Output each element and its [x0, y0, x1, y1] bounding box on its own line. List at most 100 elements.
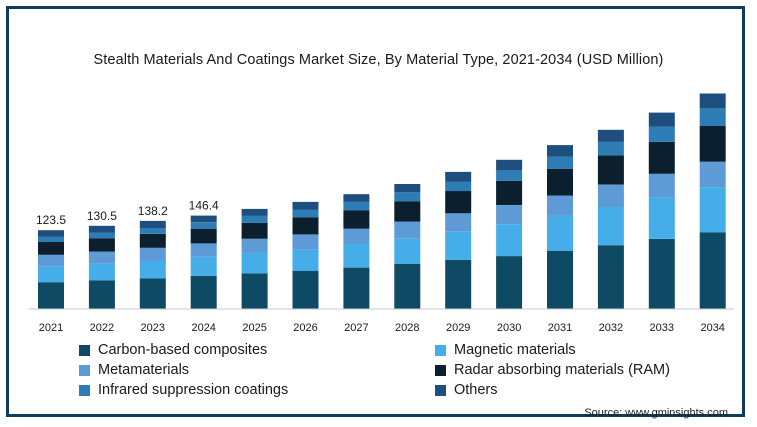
bar-segment-2031-infrared-suppression-coatings [547, 156, 573, 169]
bar-segment-2024-infrared-suppression-coatings [190, 222, 217, 229]
bar-segment-2026-radar-absorbing-materials-ram [292, 217, 319, 235]
bar-segment-2024-metamaterials [190, 243, 217, 257]
bar-segment-2031-metamaterials [547, 195, 573, 216]
bar-segment-2026-carbon-based-composites [292, 270, 319, 309]
bar-segment-2029-others [445, 171, 472, 182]
bar-segment-2029-metamaterials [445, 213, 472, 232]
bar-segment-2022-radar-absorbing-materials-ram [88, 238, 115, 252]
bar-segment-2031-radar-absorbing-materials-ram [547, 168, 573, 196]
bar-segment-2032-metamaterials [597, 184, 624, 207]
bar-segment-2030-others [496, 159, 523, 170]
bar-segment-2023-magnetic-materials [139, 260, 166, 279]
bar-segment-2025-infrared-suppression-coatings [241, 215, 268, 223]
legend-label: Others [454, 382, 498, 398]
chart-frame: Stealth Materials And Coatings Market Si… [6, 6, 745, 419]
source-note: Source: www.gminsights.com [584, 407, 728, 419]
bar-segment-2021-others [38, 230, 64, 237]
bar-segment-2027-radar-absorbing-materials-ram [343, 210, 370, 229]
bar-segment-2022-metamaterials [88, 251, 115, 264]
bar-segment-2028-others [394, 184, 421, 193]
bar-segment-2027-magnetic-materials [343, 244, 370, 268]
bar-total-label: 146.4 [189, 199, 219, 213]
legend-swatch [79, 384, 90, 396]
x-tick-label: 2025 [242, 322, 266, 334]
legend-label: Infrared suppression coatings [98, 382, 289, 398]
bar-segment-2023-metamaterials [139, 247, 166, 261]
legend-swatch [435, 364, 446, 376]
x-tick-label: 2023 [141, 322, 165, 334]
legend-label: Carbon-based composites [98, 342, 268, 358]
bar-segment-2032-infrared-suppression-coatings [597, 141, 624, 156]
x-tick-label: 2021 [39, 322, 63, 334]
bar-segment-2025-carbon-based-composites [241, 273, 268, 309]
x-tick-label: 2029 [446, 322, 470, 334]
legend-item-radar-absorbing-materials: Radar absorbing materials (RAM) [435, 362, 670, 378]
bar-segment-2033-infrared-suppression-coatings [648, 126, 675, 142]
bar-segment-2027-others [343, 194, 370, 202]
legend-item-metamaterials: Metamaterials [79, 362, 189, 378]
bar-segment-2021-infrared-suppression-coatings [38, 236, 64, 242]
bar-segment-2026-magnetic-materials [292, 249, 319, 271]
legend-swatch [79, 344, 90, 356]
bar-total-label: 138.2 [138, 204, 168, 218]
bar-segment-2028-metamaterials [394, 221, 421, 239]
stacked-bar-chart: 2021 2022 2023 2024 2025 2026 2027 2028 2029 2030… [29, 93, 734, 334]
legend-label: Magnetic materials [454, 342, 576, 358]
bar-segment-2024-magnetic-materials [190, 256, 217, 276]
bar-segment-2024-radar-absorbing-materials-ram [190, 228, 217, 244]
bar-segment-2026-metamaterials [292, 234, 319, 250]
legend-item-carbon-based-composites: Carbon-based composites [79, 342, 267, 358]
bar-segment-2021-metamaterials [38, 254, 64, 267]
bar-segment-2033-others [648, 112, 675, 127]
legend-item-infrared-suppression-coatings: Infrared suppression coatings [79, 382, 288, 398]
bar-segment-2033-carbon-based-composites [648, 238, 675, 309]
bar-segment-2028-radar-absorbing-materials-ram [394, 201, 421, 222]
bar-segment-2030-carbon-based-composites [496, 256, 523, 309]
bar-segment-2022-infrared-suppression-coatings [88, 232, 115, 239]
bar-segment-2031-others [547, 145, 573, 157]
bar-segment-2022-carbon-based-composites [88, 280, 115, 309]
x-tick-label: 2027 [344, 322, 368, 334]
bar-segment-2021-carbon-based-composites [38, 282, 64, 309]
bar-segment-2030-magnetic-materials [496, 224, 523, 257]
bar-segment-2032-carbon-based-composites [597, 245, 624, 309]
bar-segment-2025-others [241, 208, 268, 216]
x-tick-label: 2032 [599, 322, 623, 334]
bar-segment-2024-others [190, 215, 217, 223]
bar-segment-2032-others [597, 129, 624, 142]
x-tick-label: 2034 [700, 322, 724, 334]
legend-item-magnetic-materials: Magnetic materials [435, 342, 576, 358]
bar-segment-2034-others [699, 93, 726, 109]
bar-segment-2022-magnetic-materials [88, 263, 115, 281]
bar-segment-2022-others [88, 225, 115, 233]
bar-segment-2028-infrared-suppression-coatings [394, 192, 421, 202]
bar-segment-2031-carbon-based-composites [547, 251, 573, 309]
bar-segment-2032-magnetic-materials [597, 207, 624, 246]
bar-segment-2027-carbon-based-composites [343, 267, 370, 309]
bar-segment-2030-radar-absorbing-materials-ram [496, 180, 523, 205]
legend-label: Metamaterials [98, 362, 190, 378]
bar-segment-2023-others [139, 220, 166, 228]
bar-segment-2033-metamaterials [648, 173, 675, 198]
bar-segment-2030-metamaterials [496, 205, 523, 225]
bar-segment-2025-metamaterials [241, 238, 268, 253]
bar-segment-2029-magnetic-materials [445, 231, 472, 260]
legend-swatch [435, 384, 446, 396]
bar-segment-2033-magnetic-materials [648, 197, 675, 239]
bar-total-label: 123.5 [36, 213, 66, 227]
bar-segment-2034-magnetic-materials [699, 187, 726, 233]
bar-segment-2027-metamaterials [343, 228, 370, 244]
chart-title: Stealth Materials And Coatings Market Si… [93, 52, 664, 68]
bar-segment-2029-carbon-based-composites [445, 259, 472, 309]
x-tick-label: 2022 [90, 322, 114, 334]
bar-segment-2024-carbon-based-composites [190, 275, 217, 309]
legend-item-others: Others [435, 382, 498, 398]
bar-segment-2026-infrared-suppression-coatings [292, 209, 319, 218]
bar-total-label: 130.5 [87, 209, 117, 223]
bar-segment-2023-radar-absorbing-materials-ram [139, 233, 166, 248]
bar-segment-2027-infrared-suppression-coatings [343, 201, 370, 211]
x-tick-label: 2024 [191, 322, 215, 334]
x-tick-label: 2030 [497, 322, 521, 334]
x-tick-label: 2026 [293, 322, 317, 334]
bar-segment-2028-magnetic-materials [394, 238, 421, 264]
